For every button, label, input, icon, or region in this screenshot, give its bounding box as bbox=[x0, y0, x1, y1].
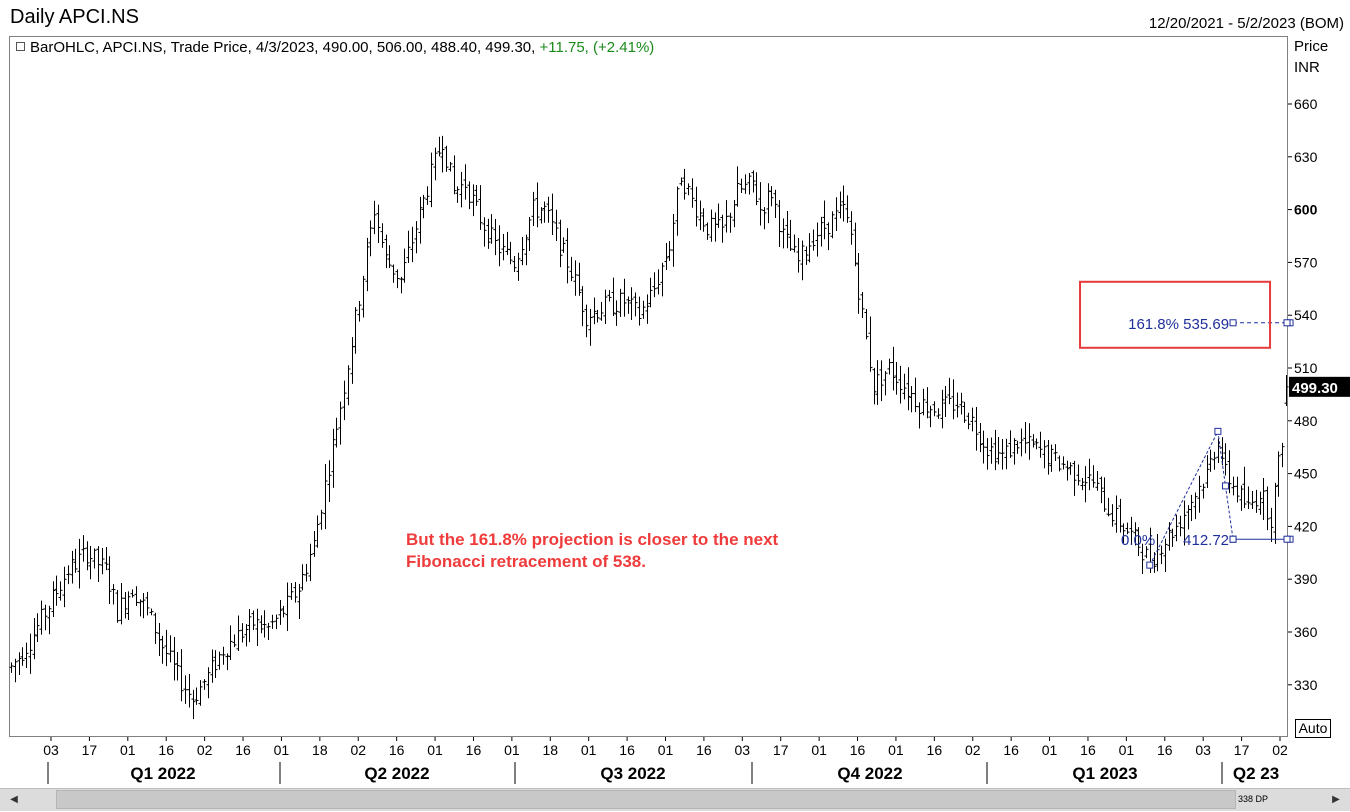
x-tick-label: 16 bbox=[158, 742, 174, 758]
last-price-label: 499.30 bbox=[1292, 380, 1338, 397]
legend-series-label: BarOHLC, APCI.NS, Trade Price, 4/3/2023,… bbox=[30, 39, 536, 56]
scroll-right-icon[interactable]: ▶ bbox=[1332, 794, 1340, 805]
fib-pivot-marker bbox=[1214, 427, 1222, 435]
fib-label-0-pct: 0.0% bbox=[1121, 532, 1155, 549]
y-tick-label: 450 bbox=[1294, 466, 1318, 482]
x-tick-label: 16 bbox=[235, 742, 251, 758]
x-tick-label: 01 bbox=[427, 742, 443, 758]
fib-pivot-marker bbox=[1221, 482, 1229, 490]
x-tick-label: 16 bbox=[927, 742, 943, 758]
chart-annotation: But the 161.8% projection is closer to t… bbox=[406, 529, 778, 573]
x-tick-label: 01 bbox=[1119, 742, 1135, 758]
fib-pivot-marker bbox=[1146, 561, 1154, 569]
x-tick-label: 02 bbox=[1272, 742, 1288, 758]
legend-square-icon bbox=[16, 42, 25, 51]
x-tick-label: 03 bbox=[43, 742, 59, 758]
x-tick-label: 03 bbox=[735, 742, 751, 758]
fib-level-marker bbox=[1283, 319, 1291, 327]
x-tick-label: 01 bbox=[120, 742, 136, 758]
chart-title: Daily APCI.NS bbox=[10, 6, 139, 28]
fib-level-marker bbox=[1229, 319, 1237, 327]
x-tick-label: 02 bbox=[197, 742, 213, 758]
y-tick-label: 360 bbox=[1294, 624, 1318, 640]
x-tick-label: 17 bbox=[773, 742, 789, 758]
x-tick-label: 17 bbox=[82, 742, 98, 758]
y-unit-currency: INR bbox=[1294, 59, 1320, 76]
x-tick-label: 02 bbox=[350, 742, 366, 758]
ohlc-chart: 660 630 600 570 540 510 480 450 420 390 360 330 161.… bbox=[9, 96, 1350, 784]
y-unit-price: Price bbox=[1294, 38, 1329, 55]
x-tick-label: 16 bbox=[619, 742, 635, 758]
y-tick-label: 480 bbox=[1294, 413, 1318, 429]
scrollbar-thumb[interactable] bbox=[56, 790, 1236, 809]
quarter-label: Q1 2022 bbox=[130, 764, 195, 783]
x-tick-label: 01 bbox=[581, 742, 597, 758]
y-tick-label: 420 bbox=[1294, 518, 1318, 534]
x-tick-label: 17 bbox=[1234, 742, 1250, 758]
scroll-left-icon[interactable]: ◀ bbox=[10, 794, 18, 805]
quarter-label: Q3 2022 bbox=[600, 764, 665, 783]
horizontal-scrollbar[interactable]: ◀ 338 DP ▶ bbox=[0, 788, 1350, 811]
highlight-box bbox=[1079, 280, 1272, 349]
x-tick-label: 16 bbox=[1157, 742, 1173, 758]
fib-label-161-8: 161.8% 535.69 bbox=[1128, 316, 1229, 333]
x-tick-label: 18 bbox=[312, 742, 328, 758]
y-tick-label: 570 bbox=[1294, 254, 1318, 270]
y-tick-label: 330 bbox=[1294, 677, 1318, 693]
annotation-line-2: Fibonacci retracement of 538. bbox=[406, 552, 646, 571]
fib-pivot-path bbox=[1149, 429, 1234, 566]
fib-level-marker bbox=[1283, 535, 1291, 543]
x-tick-label: 16 bbox=[1003, 742, 1019, 758]
x-tick-label: 16 bbox=[850, 742, 866, 758]
quarter-label: Q4 2022 bbox=[837, 764, 902, 783]
x-tick-label: 16 bbox=[466, 742, 482, 758]
x-tick-label: 03 bbox=[1195, 742, 1211, 758]
x-tick-label: 01 bbox=[274, 742, 290, 758]
y-tick-label: 660 bbox=[1294, 96, 1318, 112]
x-tick-label: 01 bbox=[1042, 742, 1058, 758]
quarter-label: Q2 2022 bbox=[364, 764, 429, 783]
plot-area[interactable] bbox=[9, 36, 1288, 737]
annotation-line-1: But the 161.8% projection is closer to t… bbox=[406, 530, 779, 549]
auto-scale-button[interactable]: Auto bbox=[1295, 719, 1331, 738]
x-tick-label: 01 bbox=[504, 742, 520, 758]
quarter-label: Q2 23 bbox=[1233, 764, 1279, 783]
y-tick-label: 510 bbox=[1294, 360, 1318, 376]
x-tick-label: 01 bbox=[888, 742, 904, 758]
date-range: 12/20/2021 - 5/2/2023 (BOM) bbox=[1148, 15, 1344, 32]
x-tick-label: 02 bbox=[965, 742, 981, 758]
fib-label-0-val: 412.72 bbox=[1183, 532, 1229, 549]
legend-change: +11.75, (+2.41%) bbox=[539, 39, 655, 56]
fib-level-marker bbox=[1229, 535, 1237, 543]
last-price-box bbox=[1289, 376, 1350, 397]
x-tick-label: 01 bbox=[811, 742, 827, 758]
y-tick-label: 540 bbox=[1294, 307, 1318, 323]
x-tick-label: 16 bbox=[1080, 742, 1096, 758]
data-point-count: 338 DP bbox=[1238, 794, 1269, 804]
x-tick-label: 01 bbox=[658, 742, 674, 758]
x-tick-label: 16 bbox=[696, 742, 712, 758]
x-tick-label: 16 bbox=[389, 742, 405, 758]
y-tick-label: 390 bbox=[1294, 571, 1318, 587]
series-legend: BarOHLC, APCI.NS, Trade Price, 4/3/2023,… bbox=[16, 39, 654, 56]
quarter-label: Q1 2023 bbox=[1072, 764, 1137, 783]
y-tick-label: 600 bbox=[1294, 202, 1318, 218]
y-tick-label: 630 bbox=[1294, 149, 1318, 165]
x-tick-label: 18 bbox=[542, 742, 558, 758]
